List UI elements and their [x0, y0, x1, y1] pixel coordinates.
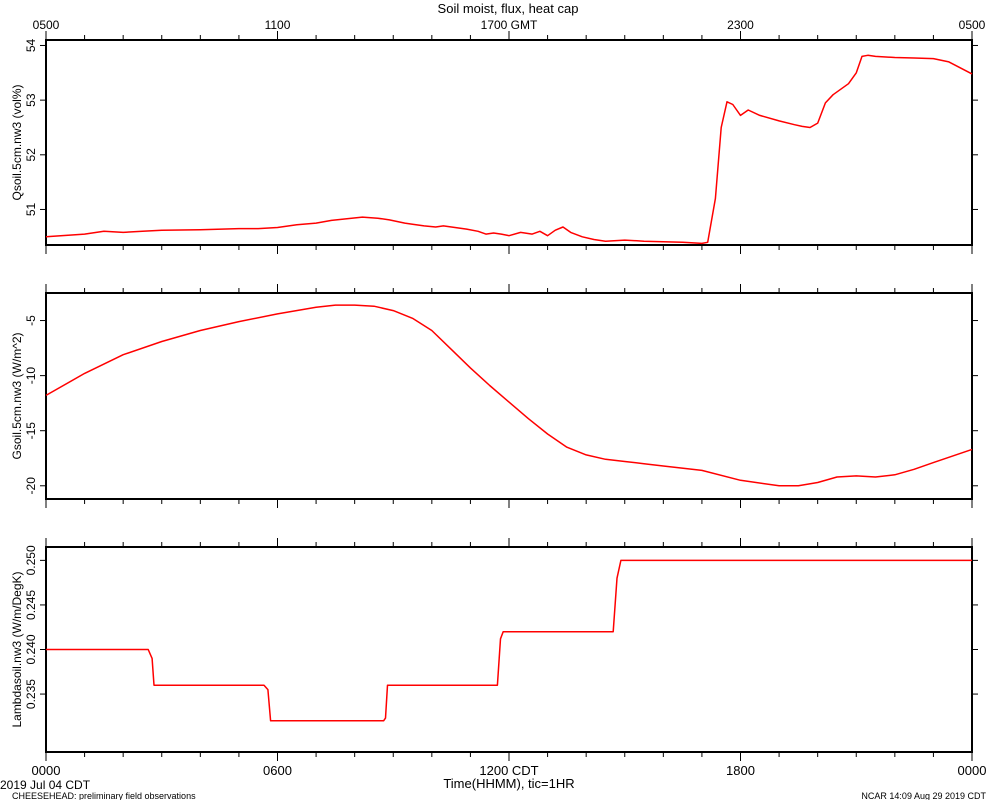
panels: 51 52 53 54 Qsoil.5cm.nw3 (vol%) -5 -10 -15 -20 G…: [10, 31, 978, 761]
bottom-tick-label: 0000: [958, 763, 987, 778]
panel-2: -5 -10 -15 -20 Gsoil.5cm.nw3 (W/m^2): [10, 284, 978, 508]
y-tick-label: 0.235: [24, 679, 38, 709]
plot-frame: [45, 292, 973, 500]
plot-frame: [45, 39, 973, 246]
y-tick-label: 0.240: [24, 634, 38, 664]
y-tick-label: 51: [24, 202, 38, 216]
top-tick-label: 0500: [959, 18, 986, 32]
y-axis-label: Qsoil.5cm.nw3 (vol%): [10, 84, 24, 200]
chart-title: Soil moist, flux, heat cap: [438, 1, 579, 16]
date-label: 2019 Jul 04 CDT: [0, 778, 91, 792]
top-tick-label: 1100: [265, 18, 291, 32]
y-tick-label: -15: [24, 422, 38, 440]
y-axis-label: Gsoil.5cm.nw3 (W/m^2): [10, 333, 24, 460]
y-tick-label: 52: [24, 148, 38, 162]
y-tick-label: 0.245: [24, 590, 38, 620]
bottom-time-axis: 0000 0600 1200 CDT 1800 0000: [32, 763, 987, 778]
footer-left-note: CHEESEHEAD: preliminary field observatio…: [12, 791, 196, 800]
bottom-tick-label: 1200 CDT: [479, 763, 538, 778]
bottom-tick-label: 0000: [32, 763, 61, 778]
series-line-1: [45, 54, 973, 245]
y-tick-label: 54: [24, 38, 38, 52]
bottom-tick-label: 1800: [726, 763, 755, 778]
y-tick-label: -5: [24, 315, 38, 326]
y-axis-label: Lambdasoil.nw3 (W/m/DegK): [10, 571, 24, 727]
footer-right-note: NCAR 14:09 Aug 29 2019 CDT: [861, 791, 986, 800]
series-line-1: [45, 304, 973, 487]
top-tick-label: 2300: [727, 18, 754, 32]
top-time-axis: 0500 1100 1700 GMT 2300 0500: [33, 18, 986, 32]
x-axis-label: Time(HHMM), tic=1HR: [443, 776, 574, 791]
bottom-tick-label: 0600: [263, 763, 292, 778]
panel-1: 51 52 53 54 Qsoil.5cm.nw3 (vol%): [10, 31, 978, 254]
series-line-1: [46, 559, 972, 722]
y-tick-label: -20: [24, 477, 38, 495]
y-tick-label: 0.250: [24, 545, 38, 575]
top-tick-label: 1700 GMT: [481, 18, 538, 32]
top-tick-label: 0500: [33, 18, 60, 32]
y-tick-label: -10: [24, 367, 38, 385]
plot-frame: [45, 546, 973, 753]
y-tick-label: 53: [24, 93, 38, 107]
